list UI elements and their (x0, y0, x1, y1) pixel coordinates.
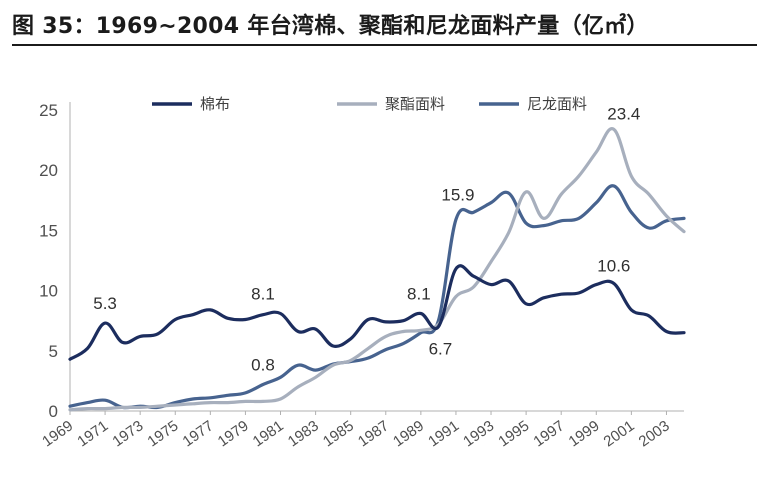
x-tick-label: 1979 (215, 417, 252, 450)
x-tick-label: 1987 (355, 417, 392, 450)
title-underline (12, 44, 757, 46)
y-tick-label: 10 (39, 282, 58, 301)
x-tick-label: 1973 (109, 417, 146, 450)
y-tick-label: 15 (39, 221, 58, 240)
x-tick-label: 2003 (636, 417, 673, 450)
x-tick-label: 1999 (565, 417, 602, 450)
x-tick-label: 1991 (425, 417, 462, 450)
series-line (68, 127, 686, 412)
legend-label: 聚酯面料 (385, 95, 445, 113)
data-label: 6.7 (429, 339, 453, 358)
y-tick-label: 25 (39, 101, 58, 120)
legend-label: 棉布 (200, 95, 230, 113)
x-tick-label: 1989 (390, 417, 427, 450)
data-label: 15.9 (441, 186, 474, 205)
data-label: 0.8 (251, 356, 275, 375)
data-label: 10.6 (597, 256, 630, 275)
x-tick-label: 1985 (320, 417, 357, 450)
x-tick-label: 1997 (530, 417, 567, 450)
series-line (68, 264, 686, 361)
x-tick-label: 1969 (39, 417, 76, 450)
y-tick-label: 0 (49, 402, 58, 421)
x-tick-label: 1993 (460, 417, 497, 450)
x-tick-label: 1981 (250, 417, 287, 450)
data-label: 8.1 (251, 284, 275, 303)
x-tick-label: 1983 (285, 417, 322, 450)
y-tick-label: 5 (49, 342, 58, 361)
x-tick-label: 2001 (601, 417, 638, 450)
series-line (68, 184, 686, 410)
x-tick-label: 1995 (495, 417, 532, 450)
data-label: 23.4 (607, 104, 640, 123)
y-tick-label: 20 (39, 161, 58, 180)
legend-label: 尼龙面料 (527, 95, 587, 113)
x-tick-label: 1975 (144, 417, 181, 450)
data-label: 5.3 (93, 294, 117, 313)
x-tick-label: 1971 (74, 417, 111, 450)
x-tick-label: 1977 (180, 417, 217, 450)
data-label: 8.1 (407, 284, 431, 303)
chart-title: 图 35：1969~2004 年台湾棉、聚酯和尼龙面料产量（亿㎡） (12, 14, 649, 39)
